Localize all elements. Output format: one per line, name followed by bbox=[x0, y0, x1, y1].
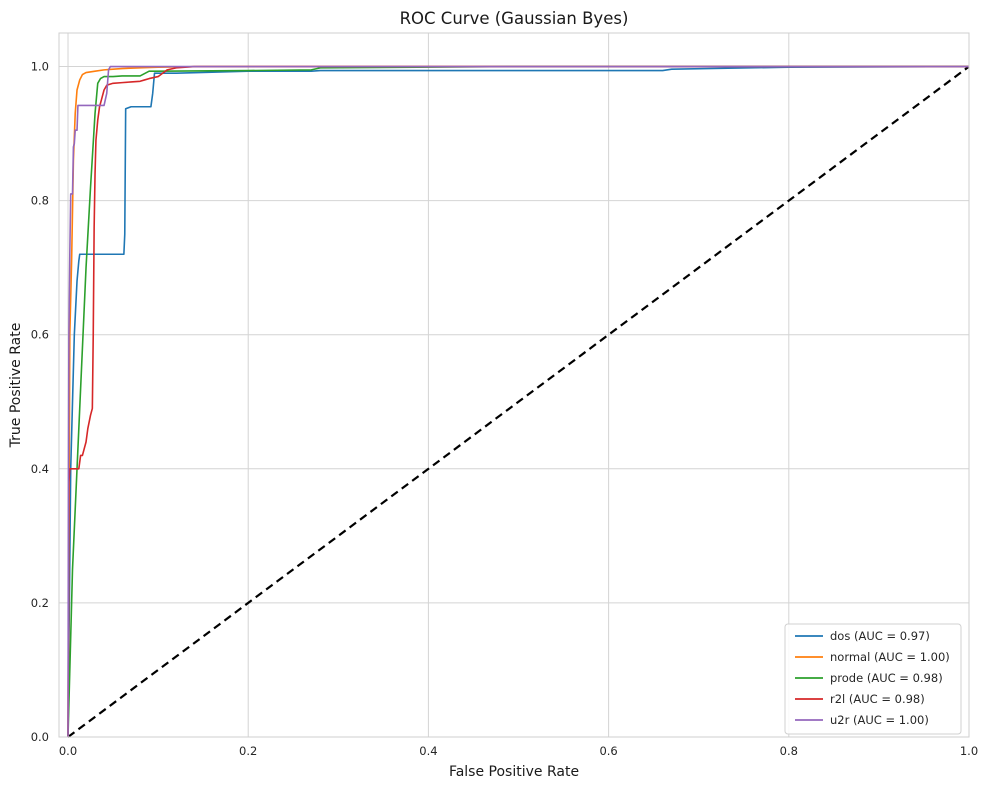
legend-label-prode: prode (AUC = 0.98) bbox=[830, 671, 943, 685]
legend-label-u2r: u2r (AUC = 1.00) bbox=[830, 713, 929, 727]
legend-label-dos: dos (AUC = 0.97) bbox=[830, 629, 930, 643]
reference-line-layer bbox=[67, 65, 970, 738]
series-layer bbox=[67, 65, 970, 738]
x-tick-label: 0.0 bbox=[59, 744, 77, 758]
y-axis-label: True Positive Rate bbox=[8, 323, 24, 449]
chart-title: ROC Curve (Gaussian Byes) bbox=[400, 9, 629, 28]
legend: dos (AUC = 0.97) normal (AUC = 1.00) prode… bbox=[784, 623, 962, 735]
plot-area-background bbox=[59, 33, 969, 737]
x-axis-label: False Positive Rate bbox=[449, 764, 579, 780]
y-tick-label: 1.0 bbox=[31, 60, 49, 74]
x-tick-label: 0.6 bbox=[599, 744, 617, 758]
legend-label-normal: normal (AUC = 1.00) bbox=[830, 650, 950, 664]
y-tick-label: 0.0 bbox=[31, 730, 49, 744]
legend-box bbox=[784, 623, 962, 735]
grid-layer bbox=[59, 33, 970, 738]
series-line-dos bbox=[67, 65, 970, 738]
series-line-u2r bbox=[67, 65, 969, 738]
y-tick-labels: 0.0 0.2 0.4 0.6 0.8 1.0 bbox=[31, 60, 49, 744]
series-line-r2l bbox=[67, 65, 969, 738]
y-tick-label: 0.8 bbox=[31, 194, 49, 208]
x-tick-labels: 0.0 0.2 0.4 0.6 0.8 1.0 bbox=[59, 744, 978, 758]
y-tick-label: 0.6 bbox=[31, 328, 49, 342]
x-tick-label: 0.4 bbox=[419, 744, 437, 758]
legend-label-r2l: r2l (AUC = 0.98) bbox=[830, 692, 925, 706]
reference-diagonal-line bbox=[67, 65, 970, 738]
plot-frame bbox=[58, 32, 970, 738]
y-tick-label: 0.2 bbox=[31, 596, 49, 610]
x-tick-label: 1.0 bbox=[960, 744, 978, 758]
y-tick-label: 0.4 bbox=[31, 462, 49, 476]
x-tick-label: 0.2 bbox=[239, 744, 257, 758]
legend-items: dos (AUC = 0.97) normal (AUC = 1.00) prode… bbox=[795, 629, 950, 727]
x-tick-label: 0.8 bbox=[780, 744, 798, 758]
